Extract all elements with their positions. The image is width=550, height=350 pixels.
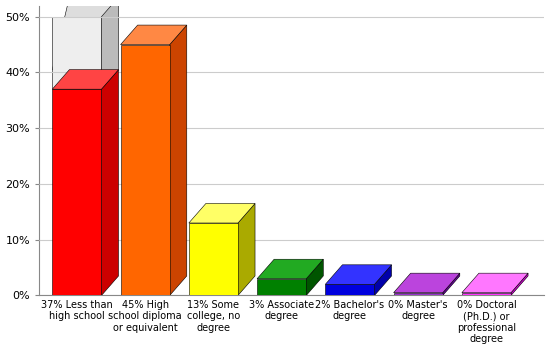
Polygon shape: [189, 203, 255, 223]
Polygon shape: [52, 70, 118, 89]
Polygon shape: [394, 273, 460, 293]
Polygon shape: [511, 273, 528, 295]
Bar: [462, 293, 511, 295]
Polygon shape: [101, 0, 118, 89]
Polygon shape: [326, 265, 392, 284]
Bar: [326, 284, 375, 295]
Polygon shape: [238, 203, 255, 295]
Bar: [120, 44, 170, 295]
Bar: [257, 279, 306, 295]
Polygon shape: [101, 70, 118, 295]
Polygon shape: [120, 25, 187, 44]
Polygon shape: [306, 259, 323, 295]
Polygon shape: [170, 25, 187, 295]
Polygon shape: [443, 273, 460, 295]
Polygon shape: [52, 17, 101, 89]
Polygon shape: [375, 265, 392, 295]
Bar: [189, 223, 238, 295]
Bar: [394, 293, 443, 295]
Polygon shape: [257, 259, 323, 279]
Bar: [52, 89, 101, 295]
Polygon shape: [462, 273, 528, 293]
Polygon shape: [52, 0, 118, 70]
